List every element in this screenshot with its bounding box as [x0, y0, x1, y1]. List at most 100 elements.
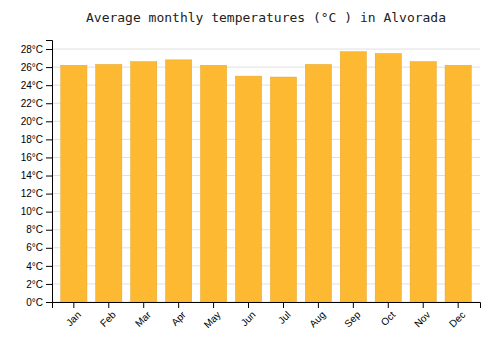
x-axis: Jan Feb Mar Apr May Jun Jul Aug Sep Oct Nov Dec	[53, 302, 481, 330]
y-tick-label: 24°C	[21, 80, 43, 91]
x-tick: Apr	[169, 302, 188, 328]
x-tick: Jun	[239, 302, 258, 328]
y-tick: 20°C	[21, 116, 52, 127]
y-axis: 0°C 2°C 4°C 6°C 8°C 10°C 12°C 14°C 16°C 18°C 20°C 2…	[21, 41, 53, 308]
x-tick-mark	[353, 302, 354, 308]
y-tick-label: 16°C	[21, 152, 43, 163]
x-tick: Jul	[276, 302, 293, 326]
x-tick-mark	[108, 302, 109, 308]
bar	[200, 65, 226, 302]
bar	[96, 64, 122, 302]
x-tick-mark	[283, 302, 284, 308]
plot-area: 0°C 2°C 4°C 6°C 8°C 10°C 12°C 14°C 16°C 18°C 20°C 2…	[21, 41, 481, 331]
y-tick-label: 20°C	[21, 116, 43, 127]
title: Average monthly temperatures (°C ) in Al…	[86, 10, 446, 25]
x-tick: Aug	[307, 302, 327, 329]
y-tick-label: 12°C	[21, 188, 43, 199]
y-tick-label: 6°C	[26, 242, 43, 253]
x-tick: Nov	[412, 302, 432, 329]
y-tick: 28°C	[21, 44, 52, 55]
x-tick: May	[202, 302, 223, 330]
x-tick-label: Jul	[276, 309, 293, 326]
y-tick-mark	[46, 194, 52, 195]
y-tick-label: 28°C	[21, 44, 43, 55]
x-tick-label: Jan	[64, 309, 83, 328]
bar	[445, 65, 471, 302]
x-tick-label: Nov	[412, 309, 432, 329]
y-tick-mark	[46, 121, 52, 122]
x-tick: Dec	[447, 302, 467, 329]
y-tick-label: 26°C	[21, 62, 43, 73]
x-tick-mark	[143, 302, 144, 308]
x-tick-label: May	[202, 309, 223, 330]
y-tick-mark	[46, 230, 52, 231]
x-tick-mark	[73, 302, 74, 308]
y-tick: 22°C	[21, 98, 52, 109]
x-axis-line	[53, 303, 481, 309]
y-tick: 0°C	[26, 297, 52, 308]
bar	[340, 52, 366, 302]
x-tick: Mar	[133, 302, 153, 329]
y-tick: 12°C	[21, 188, 52, 199]
bar	[305, 64, 331, 302]
x-tick-label: Jun	[239, 309, 258, 328]
y-tick-label: 0°C	[26, 297, 43, 308]
x-tick-mark	[318, 302, 319, 308]
y-tick-mark	[46, 212, 52, 213]
bar	[131, 62, 157, 302]
y-tick-mark	[46, 266, 52, 267]
x-tick-label: Sep	[342, 309, 363, 330]
x-tick-mark	[178, 302, 179, 308]
y-tick-label: 2°C	[26, 279, 43, 290]
chart: 0°C 2°C 4°C 6°C 8°C 10°C 12°C 14°C 16°C 18°C 20°C 2…	[0, 0, 500, 350]
y-tick-mark	[46, 176, 52, 177]
x-tick-mark	[423, 302, 424, 308]
y-axis-line	[46, 41, 53, 303]
bars	[61, 52, 472, 302]
y-tick: 2°C	[26, 279, 52, 290]
y-tick: 4°C	[26, 261, 52, 272]
y-tick: 10°C	[21, 206, 52, 217]
y-tick: 6°C	[26, 242, 52, 253]
x-tick-label: Apr	[169, 309, 188, 328]
y-tick-mark	[46, 248, 52, 249]
y-tick: 18°C	[21, 134, 52, 145]
bar	[410, 62, 436, 302]
y-tick-mark	[46, 49, 52, 50]
y-tick: 14°C	[21, 170, 52, 181]
grid	[52, 49, 480, 302]
grid-line	[52, 49, 480, 50]
x-tick-mark	[458, 302, 459, 308]
y-tick-label: 14°C	[21, 170, 43, 181]
bar	[166, 60, 192, 302]
y-tick-mark	[46, 302, 52, 303]
bar	[375, 54, 401, 302]
y-tick-mark	[46, 67, 52, 68]
x-tick: Sep	[342, 302, 363, 329]
x-tick-mark	[248, 302, 249, 308]
x-tick-label: Dec	[447, 309, 467, 329]
x-tick: Jan	[64, 302, 83, 328]
bar	[270, 77, 296, 302]
x-tick-mark	[388, 302, 389, 308]
y-tick-mark	[46, 139, 52, 140]
x-tick-label: Aug	[307, 309, 327, 329]
y-tick: 26°C	[21, 62, 52, 73]
x-tick: Oct	[379, 302, 398, 328]
y-tick-label: 18°C	[21, 134, 43, 145]
y-tick-mark	[46, 284, 52, 285]
y-tick-mark	[46, 103, 52, 104]
y-tick-label: 4°C	[26, 261, 43, 272]
x-tick: Feb	[98, 302, 118, 329]
y-tick-label: 10°C	[21, 206, 43, 217]
y-tick-label: 8°C	[26, 224, 43, 235]
x-tick-mark	[213, 302, 214, 308]
y-tick: 16°C	[21, 152, 52, 163]
y-tick-label: 22°C	[21, 98, 43, 109]
x-tick-label: Oct	[379, 309, 398, 328]
y-tick-mark	[46, 157, 52, 158]
y-tick-mark	[46, 85, 52, 86]
x-tick-label: Mar	[133, 309, 153, 329]
bar	[61, 65, 87, 302]
bar	[235, 76, 261, 302]
